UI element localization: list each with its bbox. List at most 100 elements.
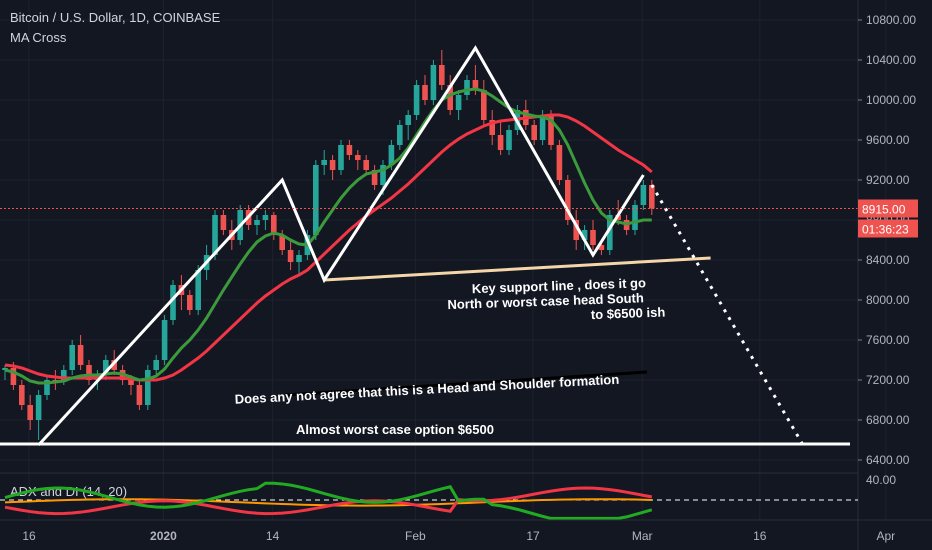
candle-body bbox=[313, 165, 319, 235]
candle-body bbox=[430, 65, 437, 100]
x-tick-label: Feb bbox=[405, 529, 426, 543]
candle-body bbox=[497, 135, 504, 150]
indicator-label[interactable]: MA Cross bbox=[10, 30, 67, 45]
support-annotation: Key support line , does it go North or w… bbox=[447, 275, 666, 323]
candle-body bbox=[136, 385, 143, 405]
candle-body bbox=[111, 360, 117, 370]
symbol-title[interactable]: Bitcoin / U.S. Dollar, 1D, COINBASE bbox=[10, 10, 221, 25]
y-tick-label: 8000.00 bbox=[866, 293, 910, 307]
candle-body bbox=[464, 80, 470, 95]
candle-body bbox=[556, 145, 563, 180]
candle-body bbox=[388, 145, 395, 165]
candle-body bbox=[472, 80, 479, 90]
candle-body bbox=[481, 90, 487, 120]
candle-body bbox=[380, 165, 386, 185]
candle-body bbox=[321, 160, 327, 165]
candle-body bbox=[397, 125, 403, 145]
candle-body bbox=[573, 220, 579, 240]
support-text-line-2: North or worst case head South bbox=[447, 290, 644, 312]
ma-fast-line bbox=[4, 87, 652, 385]
candle-body bbox=[489, 120, 495, 135]
y-tick-label: 10800.00 bbox=[866, 13, 916, 27]
x-tick-label: Apr bbox=[876, 529, 895, 543]
candle-body bbox=[447, 85, 453, 110]
y-tick-label: 9200.00 bbox=[866, 173, 910, 187]
candle-body bbox=[262, 215, 269, 220]
neckline bbox=[324, 256, 711, 282]
candle-body bbox=[371, 170, 378, 185]
x-tick-label: 16 bbox=[22, 529, 36, 543]
candle-body bbox=[128, 380, 134, 385]
hs-text-underline bbox=[284, 370, 648, 397]
candle-body bbox=[506, 130, 512, 150]
candle-body bbox=[86, 365, 92, 380]
head-and-shoulders-pattern bbox=[37, 45, 645, 447]
candle-body bbox=[10, 368, 17, 385]
candle-body bbox=[640, 185, 647, 205]
candle-body bbox=[279, 235, 285, 250]
candle-body bbox=[632, 205, 638, 230]
candle-body bbox=[346, 145, 353, 155]
candle-body bbox=[531, 125, 537, 140]
candle-body bbox=[413, 85, 420, 115]
x-tick-label: 16 bbox=[753, 529, 767, 543]
worst-case-annotation: Almost worst case option $6500 bbox=[296, 422, 494, 437]
candle-body bbox=[287, 250, 294, 262]
candle-body bbox=[405, 115, 411, 125]
candle-body bbox=[220, 215, 227, 230]
y-tick-label: 8400.00 bbox=[866, 253, 910, 267]
pattern-zigzag bbox=[37, 45, 645, 447]
candle-body bbox=[363, 160, 369, 170]
candle-body bbox=[581, 230, 588, 240]
y-tick-label: 10000.00 bbox=[866, 93, 916, 107]
candle-body bbox=[69, 345, 75, 370]
di-plus-line bbox=[4, 481, 653, 520]
candle-body bbox=[539, 115, 546, 140]
candle-body bbox=[338, 145, 344, 170]
candle-body bbox=[145, 370, 151, 405]
support-line bbox=[324, 256, 711, 282]
y-tick-label: 7600.00 bbox=[866, 333, 910, 347]
candle-body bbox=[161, 320, 168, 360]
candle-body bbox=[61, 370, 67, 382]
moving-average-lines bbox=[4, 87, 653, 385]
candle-body bbox=[19, 385, 25, 405]
adx-level-label: 40.00 bbox=[866, 473, 896, 487]
x-tick-label: 2020 bbox=[150, 529, 177, 543]
candle-body bbox=[153, 360, 159, 370]
y-tick-label: 7200.00 bbox=[866, 373, 910, 387]
candle-body bbox=[607, 215, 613, 250]
x-tick-label: Mar bbox=[632, 529, 653, 543]
candle-body bbox=[590, 230, 596, 245]
candle-body bbox=[35, 395, 42, 420]
candle-body bbox=[271, 215, 277, 235]
y-tick-label: 6800.00 bbox=[866, 413, 910, 427]
candle-body bbox=[187, 295, 193, 310]
y-tick-label: 9600.00 bbox=[866, 133, 910, 147]
x-tick-label: 14 bbox=[266, 529, 280, 543]
support-text-line-3: to $6500 ish bbox=[591, 305, 666, 323]
candle-body bbox=[27, 405, 33, 420]
adx-lines bbox=[4, 481, 653, 520]
x-tick-label: 17 bbox=[526, 529, 540, 543]
bar-countdown: 01:36:23 bbox=[862, 223, 909, 237]
candle-body bbox=[254, 220, 260, 225]
y-tick-label: 10400.00 bbox=[866, 53, 916, 67]
last-price-value: 8915.00 bbox=[862, 203, 906, 217]
candle-body bbox=[44, 380, 50, 395]
candle-body bbox=[170, 285, 176, 320]
candle-body bbox=[439, 65, 445, 85]
candle-body bbox=[565, 180, 571, 220]
candle-body bbox=[649, 185, 655, 209]
candle-body bbox=[103, 360, 109, 375]
candle-body bbox=[212, 215, 218, 255]
candle-body bbox=[329, 160, 336, 170]
y-tick-label: 6400.00 bbox=[866, 453, 910, 467]
candle-body bbox=[296, 255, 302, 262]
candle-body bbox=[2, 368, 8, 370]
candle-body bbox=[355, 155, 361, 160]
time-axis[interactable]: 16 2020 14 Feb 17 Mar 16 Apr bbox=[22, 529, 895, 543]
di-minus-line bbox=[4, 486, 653, 516]
support-text-line-1: Key support line , does it go bbox=[472, 275, 647, 296]
